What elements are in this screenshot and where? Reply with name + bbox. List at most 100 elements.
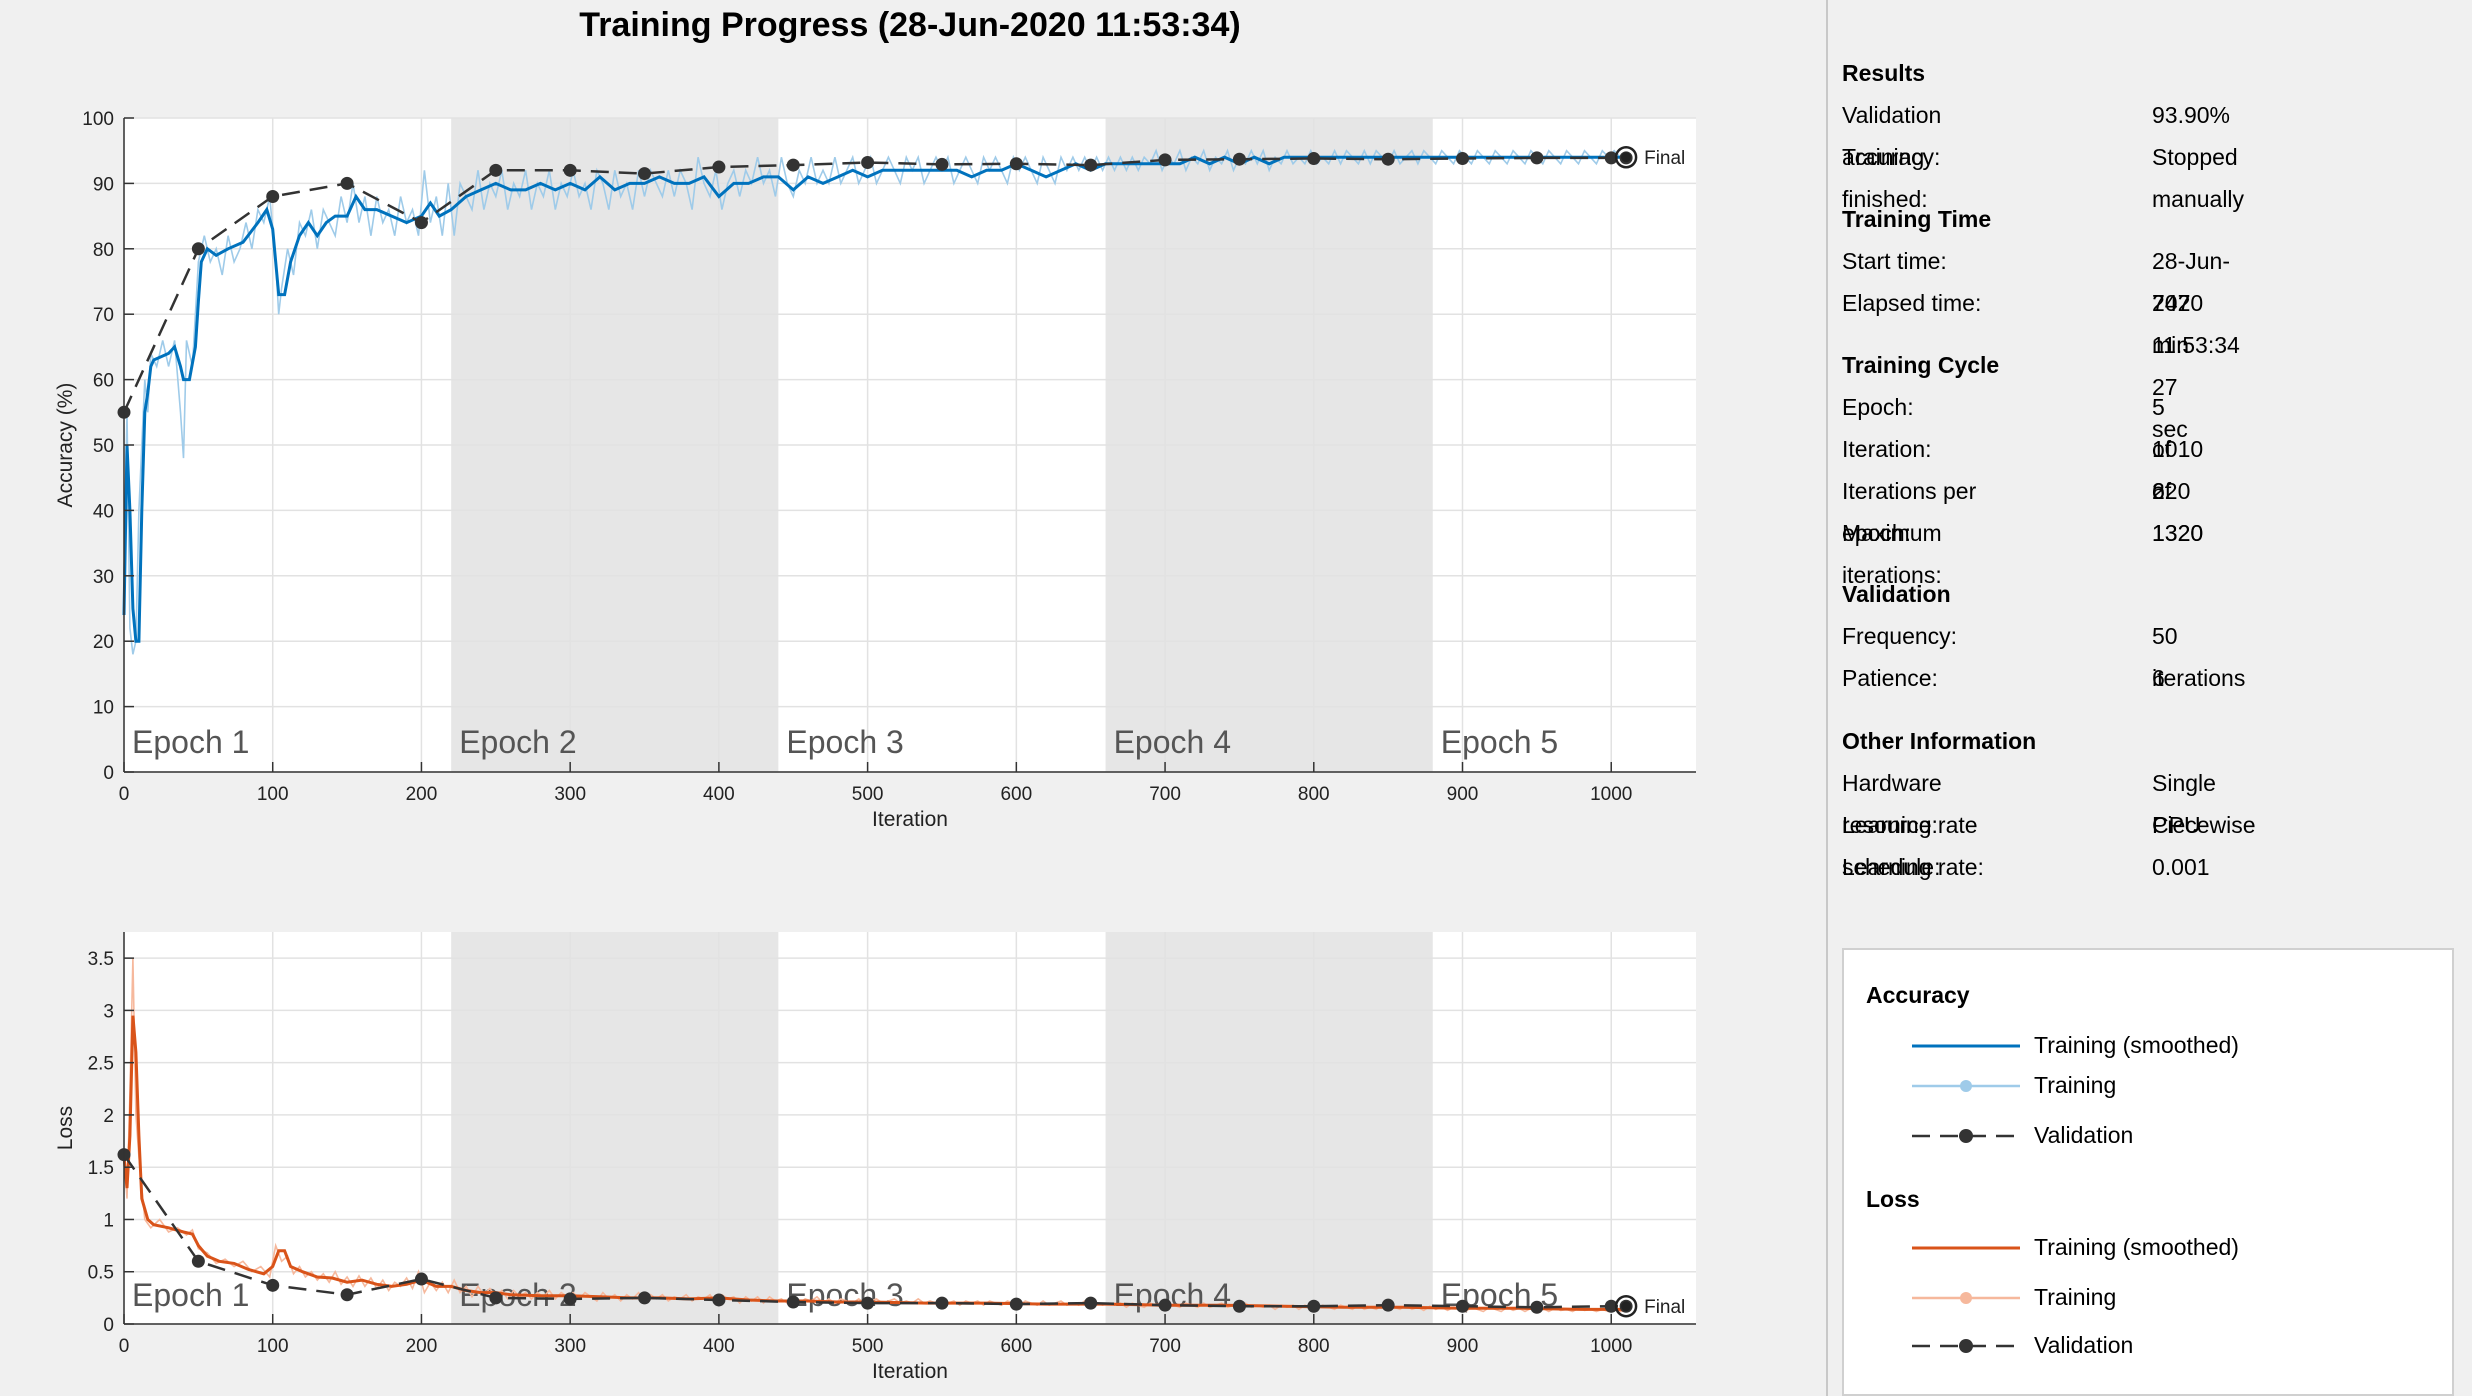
x-tick-label: 800 — [1298, 784, 1330, 805]
validation-point — [1009, 1297, 1023, 1311]
info-label: Hardware resource: — [1842, 770, 1942, 838]
validation-point — [414, 216, 428, 230]
info-value: Stopped manually — [2152, 144, 2245, 212]
legend-item-loss-smoothed: Training (smoothed) — [1844, 1228, 2444, 1268]
info-row-validation-accuracy: Validation accuracy: 93.90% — [1842, 94, 2230, 170]
info-panel: Results Validation accuracy: 93.90% Train… — [1826, 0, 2472, 1396]
x-tick-label: 300 — [554, 784, 586, 805]
info-value: 0.001 — [2152, 854, 2210, 880]
x-tick-label: 200 — [406, 784, 438, 805]
info-row-learning-rate: Learning rate: 0.001 — [1842, 846, 2210, 888]
epoch-label: Epoch 4 — [1114, 724, 1231, 760]
section-training-cycle: Training Cycle Epoch: 5 of 6 Iteration: 10… — [1842, 344, 2203, 588]
accuracy-chart: Epoch 1 Epoch 2 Epoch 3 Epoch 4 Epoch 5 Final… — [54, 109, 1696, 831]
info-label: Maximum iterations: — [1842, 520, 1942, 588]
info-row-frequency: Frequency: 50 iterations — [1842, 615, 2245, 691]
page-title: Training Progress (28-Jun-2020 11:53:34) — [579, 6, 1241, 44]
info-row-patience: Patience: 6 — [1842, 657, 2165, 699]
final-marker — [1614, 145, 1638, 169]
validation-point — [935, 1296, 949, 1310]
final-label: Final — [1644, 148, 1685, 169]
validation-point — [489, 1291, 503, 1305]
info-value: 220 — [2152, 478, 2191, 504]
validation-series-line — [122, 156, 1627, 413]
info-row-iteration: Iteration: 1010 of 1320 — [1842, 428, 2203, 546]
info-row-maximum-iterations: Maximum iterations: 1320 — [1842, 512, 2203, 588]
validation-point — [191, 242, 205, 256]
section-heading: Training Time — [1842, 206, 1992, 232]
validation-point — [266, 189, 280, 203]
validation-point — [1158, 1298, 1172, 1312]
x-tick-label: 0 — [119, 784, 130, 805]
x-tick-label: 500 — [852, 1336, 884, 1357]
section-validation: Validation Frequency: 50 iterations Patie… — [1842, 573, 2245, 699]
validation-point — [861, 1296, 875, 1310]
info-label: Patience: — [1842, 665, 1938, 691]
epoch-band — [1105, 932, 1433, 1324]
validation-point — [489, 163, 503, 177]
validation-series-line — [122, 1153, 1627, 1309]
epoch-band — [451, 932, 779, 1324]
y-tick-label: 2.5 — [88, 1054, 114, 1075]
legend-item-accuracy-training: Training — [1844, 1066, 2444, 1106]
legend-label: Training — [2034, 1072, 2117, 1098]
y-tick-label: 0 — [103, 1315, 114, 1336]
validation-point — [1009, 157, 1023, 171]
training-smoothed-series-line — [122, 155, 1627, 643]
info-label: Validation accuracy: — [1842, 102, 1942, 170]
validation-point — [1381, 152, 1395, 166]
x-tick-label: 700 — [1149, 1336, 1181, 1357]
x-tick-label: 400 — [703, 784, 735, 805]
info-row-epoch: Epoch: 5 of 6 — [1842, 386, 2171, 504]
legend-heading-loss: Loss — [1866, 1186, 1920, 1212]
validation-point — [638, 167, 652, 181]
legend-item-accuracy-smoothed: Training (smoothed) — [1844, 1026, 2444, 1066]
epoch-label: Epoch 2 — [459, 724, 576, 760]
validation-point — [712, 1293, 726, 1307]
legend-line-marker-icon — [1912, 1080, 2020, 1092]
legend-line-icon — [1912, 1246, 2020, 1250]
y-tick-label: 70 — [93, 305, 114, 326]
info-label: Learning rate: — [1842, 854, 1984, 880]
epoch-label: Epoch 1 — [132, 724, 249, 760]
validation-point — [786, 1295, 800, 1309]
legend-heading-accuracy: Accuracy — [1866, 982, 1970, 1008]
epoch-label: Epoch 1 — [132, 1277, 249, 1313]
final-marker — [1614, 1294, 1638, 1318]
validation-point — [563, 1292, 577, 1306]
section-training-time: Training Time Start time: 28-Jun-2020 11:… — [1842, 198, 2240, 442]
validation-point — [638, 1291, 652, 1305]
x-axis-label: Iteration — [872, 1360, 948, 1383]
info-label: Training finished: — [1842, 144, 1928, 212]
legend-label: Validation — [2034, 1332, 2134, 1358]
info-label: Elapsed time: — [1842, 290, 1982, 316]
section-heading: Training Cycle — [1842, 352, 2000, 378]
info-row-training-finished: Training finished: Stopped manually — [1842, 136, 2244, 212]
y-tick-label: 10 — [93, 698, 114, 719]
info-row-learning-rate-schedule: Learning rate schedule: Piecewise — [1842, 804, 2256, 880]
section-heading: Validation — [1842, 581, 1951, 607]
y-tick-label: 60 — [93, 371, 114, 392]
legend-line-marker-icon — [1912, 1292, 2020, 1304]
x-tick-label: 900 — [1447, 784, 1479, 805]
final-marker-dot — [1621, 1301, 1632, 1312]
y-tick-label: 100 — [82, 109, 114, 130]
x-tick-label: 200 — [406, 1336, 438, 1357]
x-tick-label: 1000 — [1590, 1336, 1632, 1357]
section-results: Results Validation accuracy: 93.90% Train… — [1842, 52, 2244, 212]
validation-point — [414, 1272, 428, 1286]
y-tick-label: 90 — [93, 174, 114, 195]
info-label: Iteration: — [1842, 436, 1932, 462]
legend-label: Training — [2034, 1284, 2117, 1310]
x-tick-label: 600 — [1000, 1336, 1032, 1357]
validation-point — [1381, 1298, 1395, 1312]
validation-point — [1456, 1299, 1470, 1313]
section-heading: Results — [1842, 60, 1926, 86]
y-tick-label: 50 — [93, 436, 114, 457]
epoch-label: Epoch 3 — [786, 1277, 903, 1313]
info-value: Piecewise — [2152, 812, 2256, 838]
info-row-iterations-per-epoch: Iterations per epoch: 220 — [1842, 470, 2190, 546]
legend-label: Training (smoothed) — [2034, 1234, 2239, 1260]
legend-dashed-marker-icon — [1912, 1129, 2020, 1143]
plot-area — [124, 932, 1696, 1324]
